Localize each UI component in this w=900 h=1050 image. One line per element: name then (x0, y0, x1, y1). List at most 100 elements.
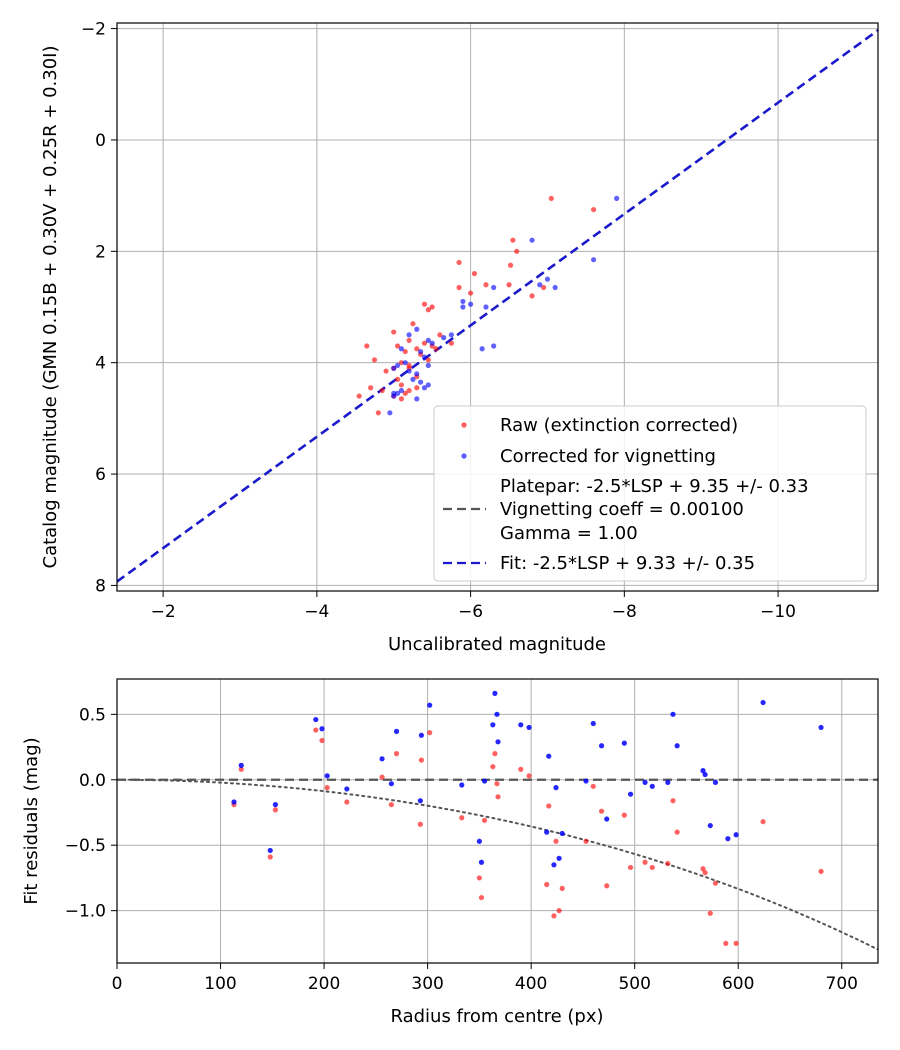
bottom-ticks: 0 100 200 300 400 500 600 700 −1.0 −0.5 0.0 0.5 (65, 705, 858, 994)
top-corrected-point (529, 237, 535, 243)
bottom-raw-point (583, 838, 589, 844)
bottom-raw-point (417, 821, 423, 827)
bottom-corrected-point (544, 829, 550, 835)
bottom-corrected-point (417, 798, 423, 804)
top-raw-point (364, 343, 370, 349)
top-raw-point (394, 343, 401, 349)
bottom-raw-point (490, 764, 496, 770)
top-corrected-point (391, 365, 397, 371)
top-corrected-point (410, 376, 416, 382)
top-chart: −2 −4 −6 −8 −10 −2 0 2 4 6 8 Uncalibrated magnitud… (40, 20, 879, 655)
bottom-raw-point (723, 940, 729, 946)
bottom-corrected-point (712, 779, 719, 785)
bottom-xtick-label: 100 (204, 974, 236, 994)
top-raw-point (414, 385, 420, 391)
top-raw-point (483, 282, 489, 288)
bottom-corrected-point (344, 786, 350, 792)
bottom-corrected-point (702, 771, 708, 778)
top-raw-point (448, 340, 454, 346)
top-corrected-point (421, 385, 428, 391)
top-raw-point (433, 346, 439, 352)
bottom-corrected-point (551, 862, 557, 868)
bottom-corrected-point (427, 702, 433, 708)
bottom-corrected-point (627, 791, 634, 797)
bottom-raw-point (324, 785, 330, 791)
bottom-corrected-point (313, 716, 319, 723)
bottom-corrected-point (546, 753, 552, 759)
bottom-corrected-point (725, 836, 731, 842)
top-corrected-point (406, 368, 412, 374)
bottom-corrected-point (267, 847, 273, 854)
bottom-corrected-point (526, 724, 532, 731)
bottom-corrected-point (478, 859, 485, 865)
top-fit-line-group (117, 29, 878, 583)
top-xlabel: Uncalibrated magnitude (388, 634, 606, 655)
bottom-raw-point (388, 802, 394, 808)
bottom-corrected-point (604, 816, 610, 822)
bottom-raw-point (551, 913, 557, 919)
top-raw-point (402, 390, 408, 396)
top-corrected-point (441, 335, 447, 341)
legend-box (433, 405, 867, 582)
top-corrected-point (394, 390, 401, 396)
top-raw-point (406, 387, 412, 394)
top-corrected-point (544, 276, 551, 282)
top-axes-frame (116, 22, 879, 592)
top-raw-point (375, 410, 381, 416)
bottom-raw-point (495, 794, 501, 800)
bottom-corrected-point (476, 838, 482, 844)
bottom-raw-point (598, 808, 605, 814)
bottom-corrected-point (490, 722, 496, 728)
top-corrected-point (460, 298, 466, 305)
top-raw-point (437, 332, 443, 338)
bottom-raw-point (238, 766, 244, 772)
bottom-raw-point (481, 817, 488, 823)
top-raw-point (368, 385, 374, 391)
top-corrected-point (387, 410, 393, 416)
bottom-xtick-label: 700 (826, 974, 858, 994)
top-xtick-label: −4 (304, 602, 329, 622)
bottom-corrected-point (553, 785, 559, 791)
bottom-raw-point (427, 730, 433, 736)
top-corrected-point (448, 332, 454, 338)
legend-corrected-label: Corrected for vignetting (500, 446, 716, 467)
bottom-corrected-point (707, 822, 713, 829)
bottom-raw-point (733, 940, 739, 946)
top-raw-point (421, 340, 428, 346)
top-xtick-label: −2 (151, 602, 176, 622)
bottom-corrected-point (518, 722, 524, 728)
bottom-corrected-point (231, 799, 237, 805)
bottom-corrected-point (733, 832, 739, 838)
top-raw-point (379, 387, 385, 394)
top-raw-point (425, 307, 431, 313)
bottom-raw-point (818, 868, 824, 874)
bottom-ytick-label: −1.0 (65, 902, 106, 922)
bottom-raw-point (393, 750, 400, 757)
bottom-corrected-point (700, 768, 706, 774)
bottom-xtick-label: 200 (308, 974, 340, 994)
top-raw-point (429, 304, 435, 310)
bottom-raw-point (621, 812, 627, 818)
top-raw-point (402, 348, 408, 355)
bottom-raw-point (670, 798, 676, 804)
top-xtick-label: −10 (760, 602, 796, 622)
top-corrected-point (429, 340, 435, 346)
bottom-raw-point (590, 783, 596, 789)
top-corrected-point (391, 390, 397, 396)
bottom-corrected-point (598, 743, 605, 749)
bottom-raw-point (553, 838, 559, 844)
legend-fit-label: Fit: -2.5*LSP + 9.33 +/- 0.35 (500, 553, 755, 574)
top-corrected-point (425, 362, 431, 369)
top-ytick-label: 0 (95, 131, 106, 151)
bottom-corrected-point (379, 756, 385, 762)
bottom-raw-point (476, 875, 482, 881)
bottom-raw-point (627, 864, 634, 871)
bottom-corrected-point (760, 699, 766, 706)
top-corrected-point (398, 346, 405, 352)
top-corrected-point (418, 348, 424, 355)
bottom-raw-point (604, 883, 610, 889)
top-corrected-point (414, 396, 420, 402)
top-corrected-point (590, 257, 597, 263)
top-raw-point (506, 282, 512, 288)
bottom-raw-point (712, 880, 719, 886)
